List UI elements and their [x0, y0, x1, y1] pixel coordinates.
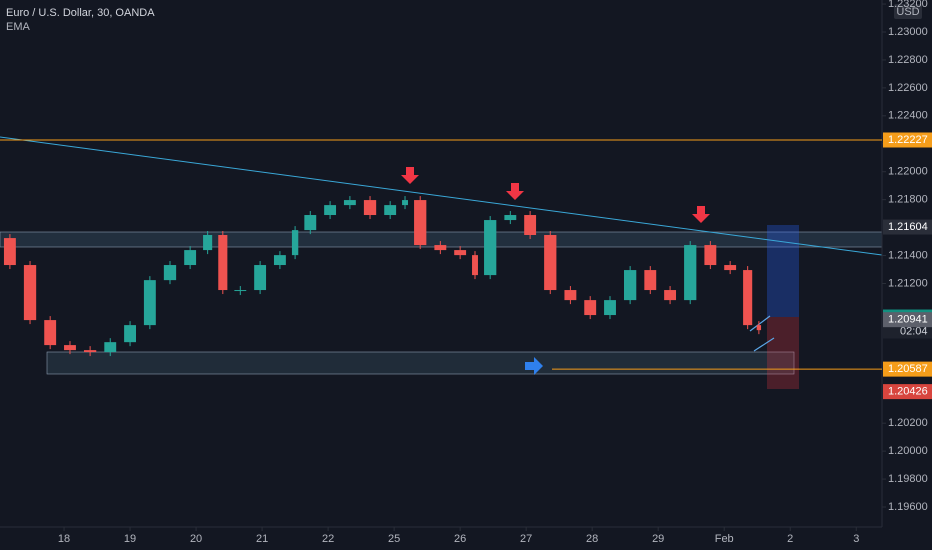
arrow-down	[506, 183, 524, 200]
candle	[384, 205, 397, 216]
price-badge	[883, 361, 932, 377]
price-axis	[882, 0, 932, 550]
x-tick-label: 2	[787, 533, 793, 545]
y-tick-label: 1.22800	[888, 54, 928, 66]
candle	[724, 265, 737, 271]
candle	[218, 234, 228, 291]
candle	[184, 250, 197, 266]
candle	[584, 300, 597, 316]
price-badge-label: 1.20587	[888, 363, 928, 375]
candle	[143, 280, 156, 326]
x-tick-label: 20	[190, 533, 202, 545]
arrow-right	[525, 357, 543, 375]
y-tick-label: 1.22600	[888, 82, 928, 94]
candle	[124, 325, 136, 343]
candle	[234, 290, 247, 292]
price-badge-label: 1.21604	[888, 221, 928, 233]
candle	[624, 270, 637, 301]
countdown-badge	[883, 324, 932, 339]
candle	[684, 245, 697, 301]
price-badge	[883, 132, 932, 148]
candle	[83, 350, 97, 353]
x-tick-label: 18	[58, 533, 70, 545]
arrow-down	[401, 167, 419, 184]
candle	[163, 265, 177, 281]
candle	[472, 255, 478, 276]
trend-line	[0, 136, 883, 256]
candle	[454, 250, 467, 256]
x-tick-label: 21	[256, 533, 268, 545]
candle	[524, 215, 537, 235]
currency-badge[interactable]	[894, 4, 922, 19]
x-tick-label: 19	[124, 533, 136, 545]
projection	[749, 315, 771, 332]
x-tick-label: 29	[652, 533, 664, 545]
projection	[753, 337, 775, 352]
x-tick-label: 27	[520, 533, 532, 545]
currency[interactable]: USD	[896, 6, 919, 18]
candle	[291, 230, 299, 256]
candle	[664, 290, 677, 301]
candle	[604, 300, 616, 316]
indicator-name: EMA	[6, 21, 31, 33]
candle	[273, 255, 286, 266]
candle	[484, 220, 497, 276]
price-badge	[883, 219, 932, 235]
candle	[254, 265, 267, 291]
y-tick-label: 1.22000	[888, 166, 928, 178]
candle	[324, 205, 337, 216]
x-tick-label: 26	[454, 533, 466, 545]
x-tick-label: Feb	[715, 533, 734, 545]
price-badge-label: 1.20941	[888, 314, 928, 326]
x-tick-label: 22	[322, 533, 334, 545]
candle	[343, 200, 356, 206]
y-tick-label: 1.22400	[888, 110, 928, 122]
symbol-title: Euro / U.S. Dollar, 30, OANDA	[6, 7, 155, 19]
candle	[414, 200, 427, 246]
countdown: 02:04	[900, 325, 928, 337]
x-tick-label: 28	[586, 533, 598, 545]
price-badge	[883, 384, 932, 400]
candle	[3, 238, 16, 266]
candle	[23, 265, 37, 321]
x-tick-label: 3	[853, 533, 859, 545]
candle	[756, 325, 762, 331]
candle	[402, 200, 408, 206]
candle	[743, 270, 753, 326]
y-tick-label: 1.19600	[888, 501, 928, 513]
candle	[44, 320, 57, 346]
price-badge	[883, 312, 932, 328]
y-tick-label: 1.19800	[888, 473, 928, 485]
y-tick-label: 1.23200	[888, 0, 928, 10]
support-zone	[46, 351, 795, 375]
price-badge-label: 1.22227	[888, 134, 928, 146]
y-tick-label: 1.23000	[888, 26, 928, 38]
candle	[704, 245, 717, 266]
y-tick-label: 1.21200	[888, 277, 928, 289]
candle	[363, 200, 377, 216]
candle	[644, 270, 657, 291]
x-tick-label: 25	[388, 533, 400, 545]
candle	[434, 245, 447, 251]
resistance-zone	[0, 231, 883, 248]
candle	[544, 234, 557, 291]
y-tick-label: 1.21400	[888, 249, 928, 261]
y-tick-label: 1.20200	[888, 417, 928, 429]
target-box	[767, 225, 799, 317]
candle	[104, 342, 117, 353]
stop-box	[767, 317, 799, 389]
y-tick-label: 1.20000	[888, 445, 928, 457]
candle	[304, 215, 317, 231]
candle	[564, 290, 577, 301]
arrow-down	[692, 206, 710, 223]
candle	[203, 234, 213, 251]
price-badge-label: 1.20426	[888, 386, 928, 398]
y-tick-label: 1.21800	[888, 194, 928, 206]
candle	[64, 345, 76, 351]
candle	[504, 215, 517, 221]
